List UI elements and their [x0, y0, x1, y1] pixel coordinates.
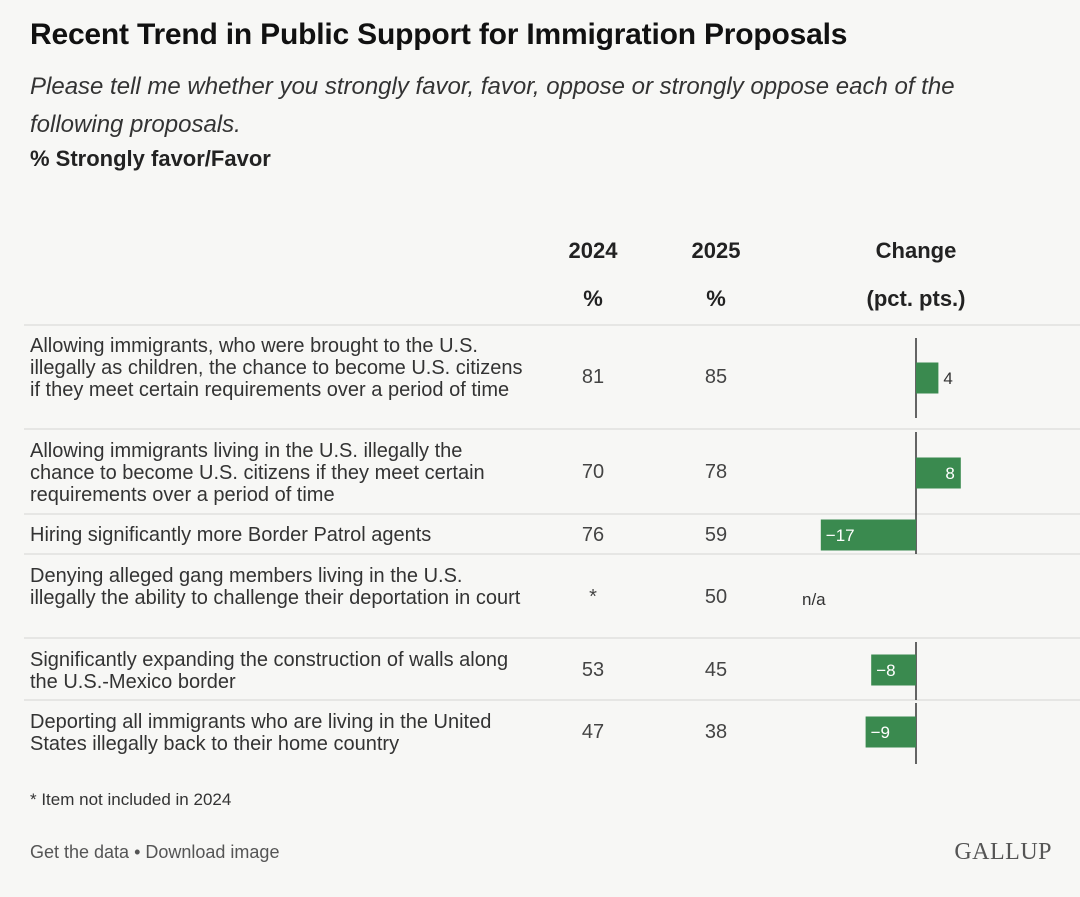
- table-row: Hiring significantly more Border Patrol …: [24, 515, 1080, 555]
- change-label: −8: [876, 661, 895, 680]
- value-2024: 53: [581, 659, 605, 681]
- change-label: n/a: [802, 590, 826, 609]
- measure-label: % Strongly favor/Favor: [30, 146, 271, 171]
- row-divider: [24, 699, 1080, 701]
- value-2025: 85: [704, 366, 728, 388]
- value-2025: 38: [704, 721, 728, 743]
- change-label: 4: [943, 369, 952, 388]
- table-row: Allowing immigrants living in the U.S. i…: [24, 430, 1080, 515]
- value-2024: 47: [581, 721, 605, 743]
- change-bar: [820, 519, 916, 551]
- column-header-2025: 2025 %: [676, 238, 756, 312]
- footnote: * Item not included in 2024: [30, 790, 232, 809]
- data-links[interactable]: Get the data • Download image: [30, 842, 280, 862]
- change-bar: [865, 716, 916, 748]
- gallup-logo: GALLUP: [954, 839, 1052, 865]
- column-header-2025-year: 2025: [691, 238, 741, 263]
- change-label: 8: [945, 464, 954, 483]
- row-label: Denying alleged gang members living in t…: [30, 565, 521, 609]
- row-label: Hiring significantly more Border Patrol …: [30, 524, 432, 546]
- table-row: Significantly expanding the construction…: [24, 639, 1080, 701]
- value-2025: 50: [704, 586, 728, 608]
- change-bar: [916, 362, 939, 394]
- value-2024: *: [589, 586, 597, 608]
- column-header-2025-unit: %: [706, 286, 726, 311]
- table-row: Denying alleged gang members living in t…: [24, 555, 1080, 639]
- table-row: Allowing immigrants, who were brought to…: [24, 324, 1080, 430]
- column-header-change: Change (pct. pts.): [836, 238, 996, 312]
- chart-subtitle: Please tell me whether you strongly favo…: [30, 73, 955, 138]
- row-label: Allowing immigrants, who were brought to…: [30, 335, 523, 401]
- row-label: Deporting all immigrants who are living …: [30, 711, 492, 755]
- value-2025: 45: [704, 659, 728, 681]
- row-divider: [24, 637, 1080, 639]
- change-bar: [871, 654, 916, 686]
- row-divider: [24, 553, 1080, 555]
- row-divider: [24, 428, 1080, 430]
- row-label: Significantly expanding the construction…: [30, 649, 509, 693]
- value-2024: 81: [581, 366, 605, 388]
- value-2025: 59: [704, 524, 728, 546]
- value-2025: 78: [704, 461, 728, 483]
- change-bar: [916, 457, 961, 489]
- row-divider: [24, 513, 1080, 515]
- value-2024: 70: [581, 461, 605, 483]
- change-label: −9: [871, 723, 890, 742]
- column-header-change-unit: (pct. pts.): [866, 286, 966, 311]
- value-2024: 76: [581, 524, 605, 546]
- column-header-change-title: Change: [875, 238, 957, 263]
- chart-title: Recent Trend in Public Support for Immig…: [30, 18, 848, 51]
- row-label: Allowing immigrants living in the U.S. i…: [30, 440, 485, 506]
- row-divider: [24, 324, 1080, 326]
- column-header-2024-unit: %: [583, 286, 603, 311]
- change-label: −17: [826, 526, 855, 545]
- table-row: Deporting all immigrants who are living …: [24, 701, 1080, 763]
- column-header-2024: 2024 %: [553, 238, 633, 312]
- column-header-2024-year: 2024: [568, 238, 618, 263]
